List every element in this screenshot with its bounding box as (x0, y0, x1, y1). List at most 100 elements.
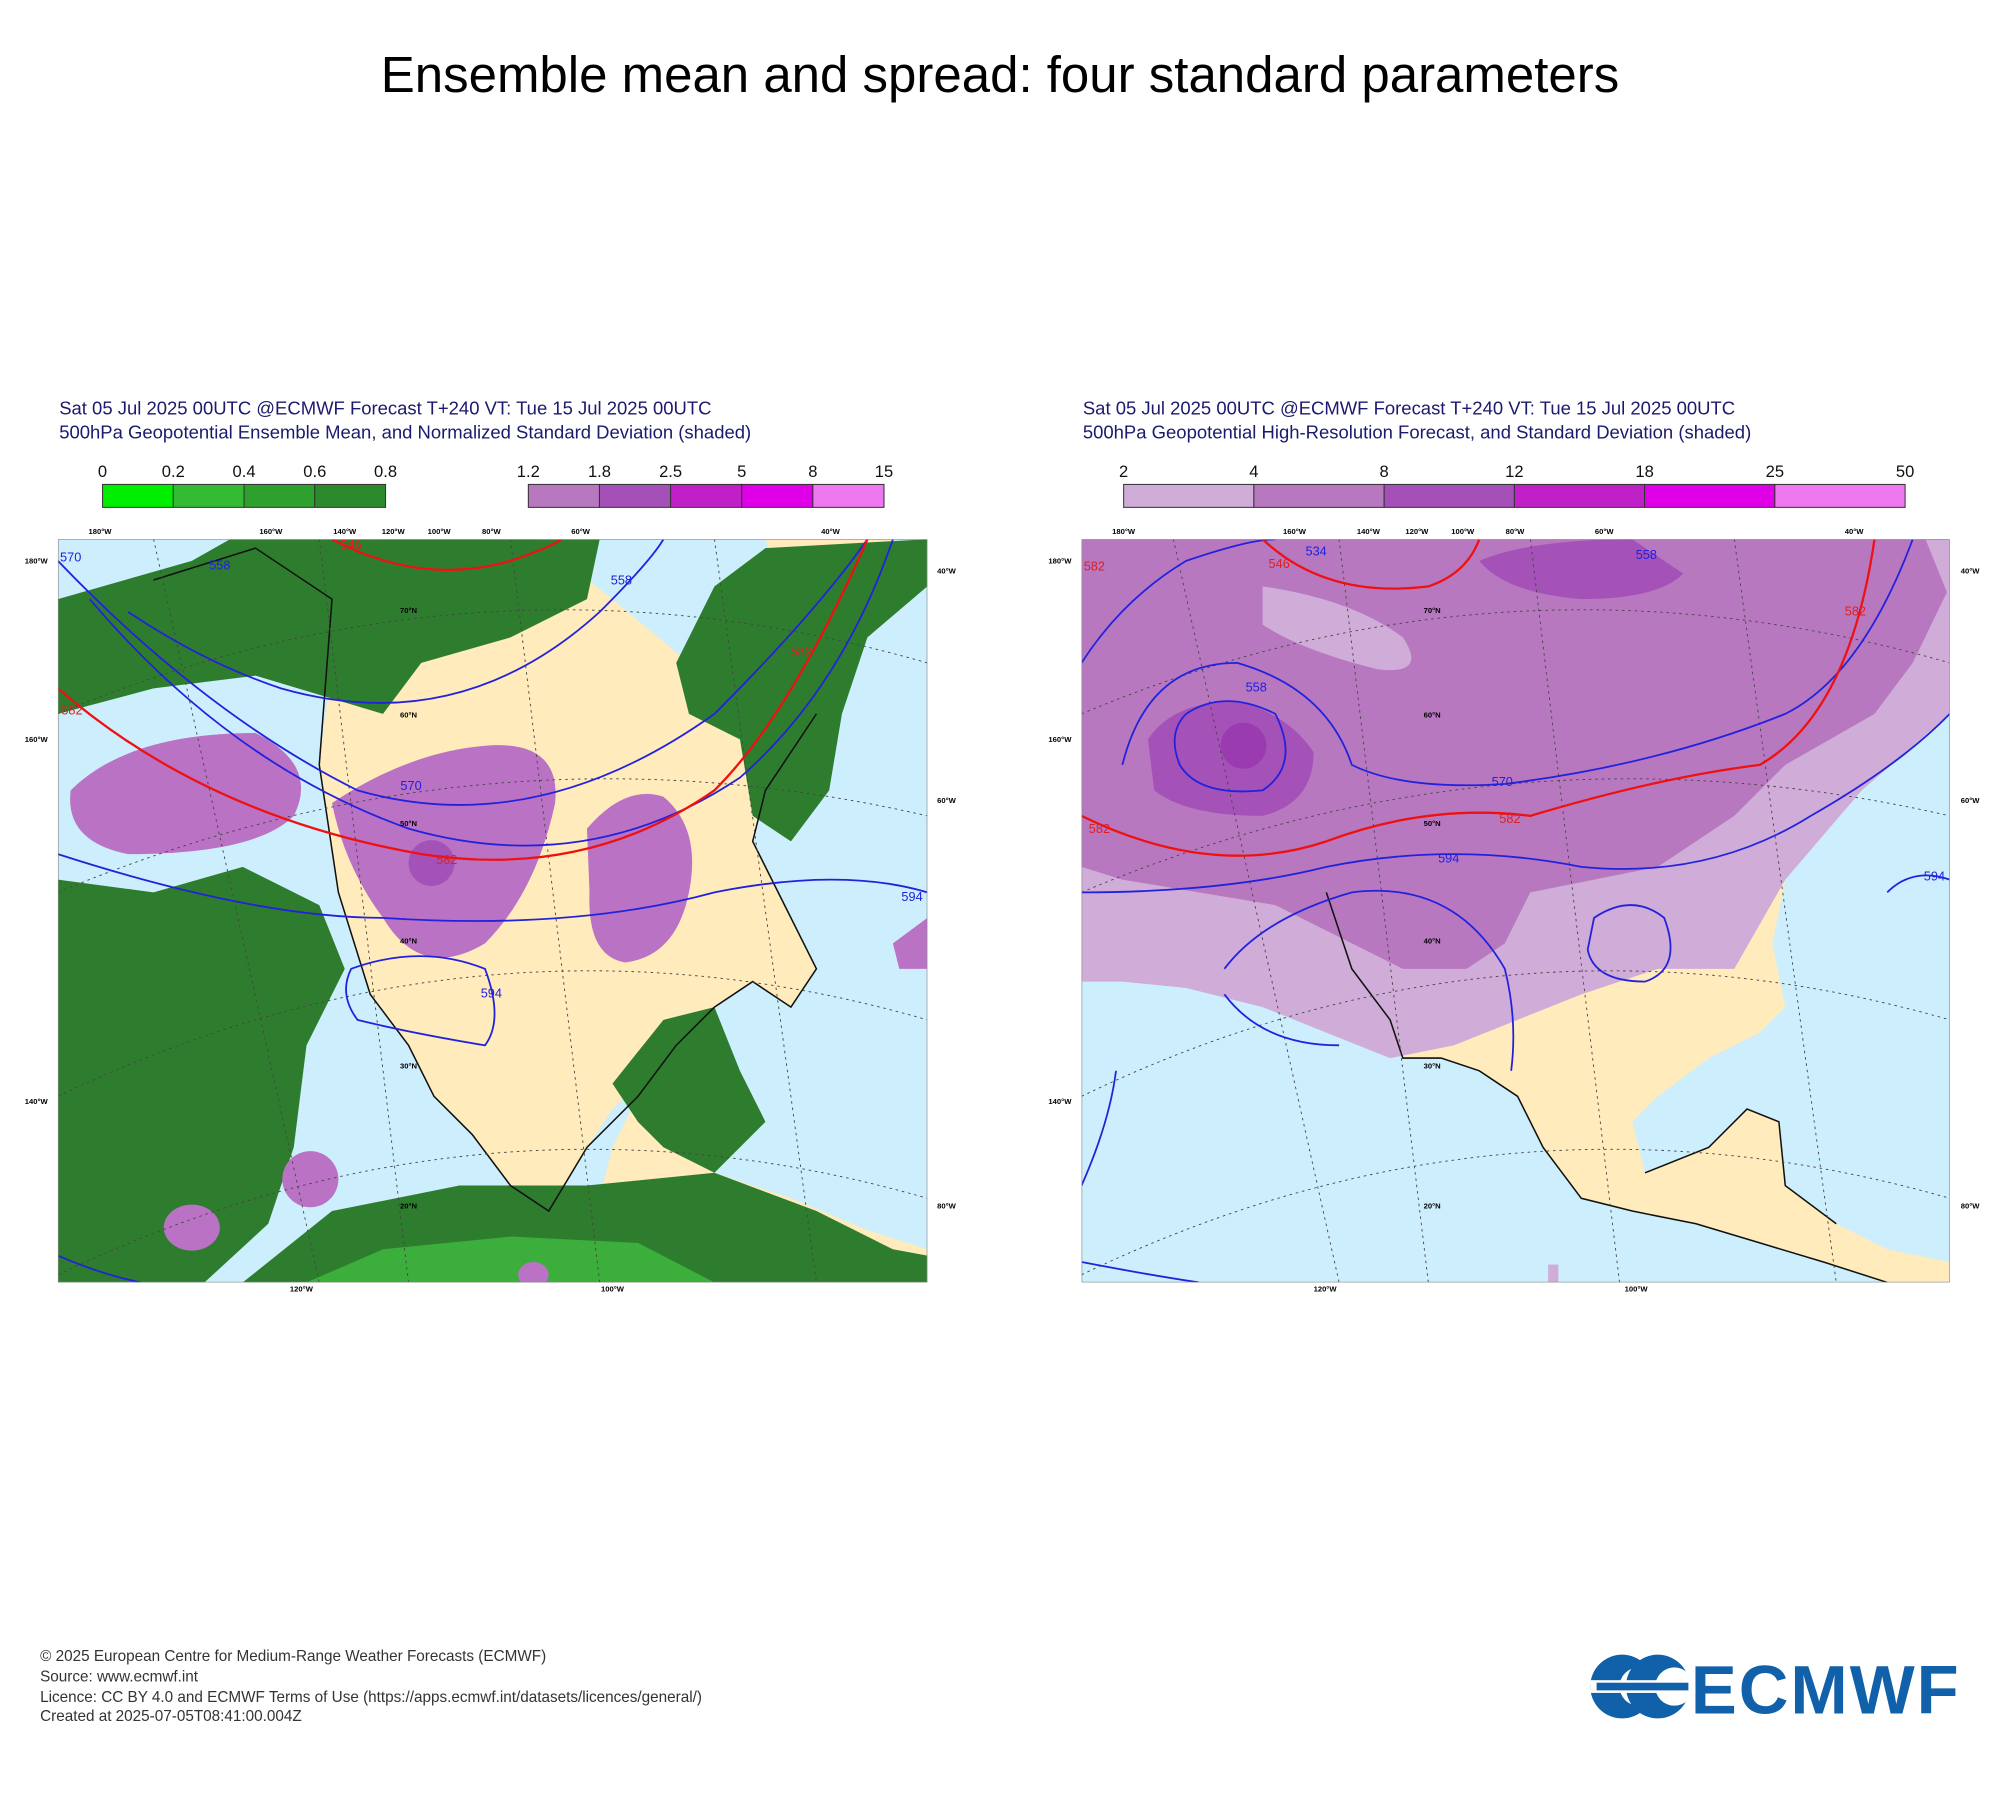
contour-label: 558 (1246, 680, 1267, 695)
legend-tick: 25 (1766, 462, 1784, 481)
legend-tick: 5 (737, 462, 746, 481)
legend-tick: 2 (1119, 462, 1128, 481)
contour-label: 594 (1438, 851, 1459, 866)
map-label: 20°N (400, 1201, 417, 1210)
map-label: 120°W (1314, 1284, 1338, 1293)
legend-tick: 0.2 (162, 462, 185, 481)
legend-swatch (1383, 483, 1515, 508)
legend-swatch (1123, 483, 1255, 508)
legend-tick: 0 (98, 462, 107, 481)
legend-tick: 1.2 (517, 462, 540, 481)
legend-swatch (1513, 483, 1646, 508)
contour-label: 582 (1845, 603, 1866, 618)
map-label: 180°W (25, 556, 49, 565)
legend-swatch (741, 483, 814, 508)
contour-label: 582 (791, 644, 812, 659)
map-label: 80°W (1506, 527, 1526, 536)
legend-swatch (1774, 483, 1906, 508)
map-label: 60°W (937, 796, 957, 805)
contour-label: 594 (481, 986, 502, 1001)
page-title: Ensemble mean and spread: four standard … (381, 46, 1620, 103)
map-label: 160°W (1048, 735, 1072, 744)
logo: ECMWF (1590, 1651, 1959, 1728)
legend-swatch (527, 483, 600, 508)
map-label: 120°W (1405, 527, 1429, 536)
map-label: 100°W (428, 527, 452, 536)
map-label: 40°N (1424, 936, 1441, 945)
contour-label: 582 (1499, 811, 1520, 826)
contour-labels: 570 570 582 582 582 546 558 558 594 594 (60, 537, 923, 1001)
contour-label: 546 (1269, 556, 1290, 571)
map-label: 70°N (400, 606, 417, 615)
contour-label: 534 (1306, 543, 1327, 558)
contour-label: 570 (400, 778, 421, 793)
legend-tick: 12 (1505, 462, 1523, 481)
map-label: 80°W (1961, 1201, 1981, 1210)
map-label: 120°W (382, 527, 406, 536)
legend-swatch (314, 483, 387, 508)
map-label: 140°W (1048, 1097, 1072, 1106)
map-label: 60°W (1961, 796, 1981, 805)
legend-tick: 8 (808, 462, 817, 481)
legend-swatch (812, 483, 885, 508)
map-label: 40°W (937, 567, 957, 576)
legend-tick: 18 (1635, 462, 1653, 481)
contour-label: 582 (1084, 559, 1105, 574)
map (1081, 539, 1950, 1283)
map-label: 60°W (1595, 527, 1615, 536)
map-label: 30°N (1424, 1061, 1441, 1070)
map-label: 40°W (1961, 567, 1981, 576)
map-label: 60°W (571, 527, 591, 536)
legend-tick: 4 (1249, 462, 1258, 481)
contour-label: 558 (611, 573, 632, 588)
legend-swatch (670, 483, 743, 508)
panel-header: Sat 05 Jul 2025 00UTC @ECMWF Forecast T+… (1083, 397, 1735, 418)
panel-header: 500hPa Geopotential High-Resolution Fore… (1083, 422, 1751, 443)
contour-label: 558 (209, 557, 230, 572)
map-label: 120°W (290, 1284, 314, 1293)
map-label: 160°W (1283, 527, 1307, 536)
contour-label: 570 (60, 550, 81, 565)
footer-line: Licence: CC BY 4.0 and ECMWF Terms of Us… (40, 1689, 702, 1706)
contour-label: 582 (1089, 821, 1110, 836)
map-label: 140°W (333, 527, 357, 536)
contour-label: 582 (61, 703, 82, 718)
contour-label: 570 (1492, 774, 1513, 789)
map-label: 140°W (1357, 527, 1381, 536)
footer-line: Source: www.ecmwf.int (40, 1668, 199, 1685)
map-label: 100°W (601, 1284, 625, 1293)
legend-tick: 0.4 (233, 462, 256, 481)
map-label: 60°N (1424, 711, 1441, 720)
legend-tick: 2.5 (659, 462, 682, 481)
legend-tick: 50 (1896, 462, 1914, 481)
map-label: 180°W (1048, 556, 1072, 565)
map-label: 160°W (259, 527, 283, 536)
panel-header: Sat 05 Jul 2025 00UTC @ECMWF Forecast T+… (59, 397, 711, 418)
map-label: 40°N (400, 936, 417, 945)
logo-text: ECMWF (1691, 1651, 1959, 1728)
map (57, 539, 928, 1283)
contour-label: 594 (901, 889, 922, 904)
map-label: 180°W (89, 527, 113, 536)
legend-swatch (102, 483, 174, 508)
contour-label: 582 (436, 852, 457, 867)
contour-label: 594 (1924, 868, 1945, 883)
legends: 0 0.2 0.4 0.6 0.8 1.2 1.8 2.5 5 8 15 2 4 8 12 18 25 50 (98, 462, 1914, 508)
map-label: 40°W (821, 527, 841, 536)
map-label: 50°N (400, 819, 417, 828)
map-label: 160°W (25, 735, 49, 744)
map-label: 60°N (400, 711, 417, 720)
contour-labels: 582 546 534 558 558 570 582 594 582 594 … (1084, 543, 1945, 883)
map-label: 40°W (1845, 527, 1865, 536)
contour-label: 558 (1636, 547, 1657, 562)
map-label: 140°W (25, 1097, 49, 1106)
map-label: 100°W (1625, 1284, 1649, 1293)
legend-swatch (172, 483, 245, 508)
map-label: 70°N (1424, 606, 1441, 615)
contour-label: 546 (341, 537, 362, 552)
panel-header: 500hPa Geopotential Ensemble Mean, and N… (59, 422, 751, 443)
map-label: 100°W (1451, 527, 1475, 536)
legend-tick: 8 (1380, 462, 1389, 481)
map-label: 20°N (1424, 1201, 1441, 1210)
